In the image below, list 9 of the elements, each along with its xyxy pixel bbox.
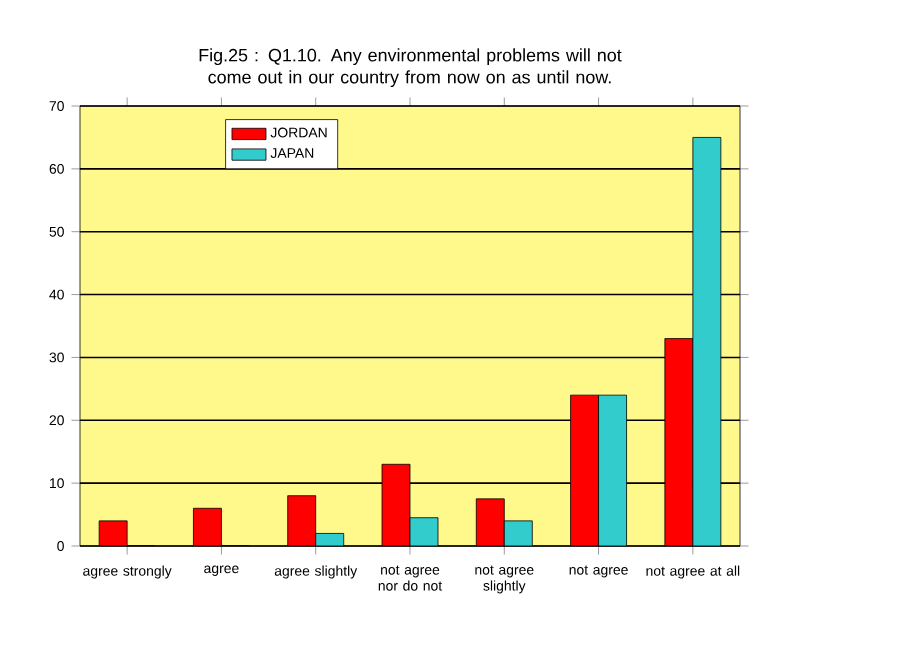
bar — [381, 463, 411, 546]
bar — [570, 394, 599, 546]
bar — [475, 498, 505, 546]
bar — [692, 137, 722, 546]
bar — [193, 507, 222, 546]
bar — [664, 338, 694, 546]
bar — [598, 394, 627, 546]
chart-title: Fig.25 : Q1.10. Any environmental problems will not come out in our country from now on as until now. — [199, 48, 622, 87]
bar — [287, 495, 317, 546]
